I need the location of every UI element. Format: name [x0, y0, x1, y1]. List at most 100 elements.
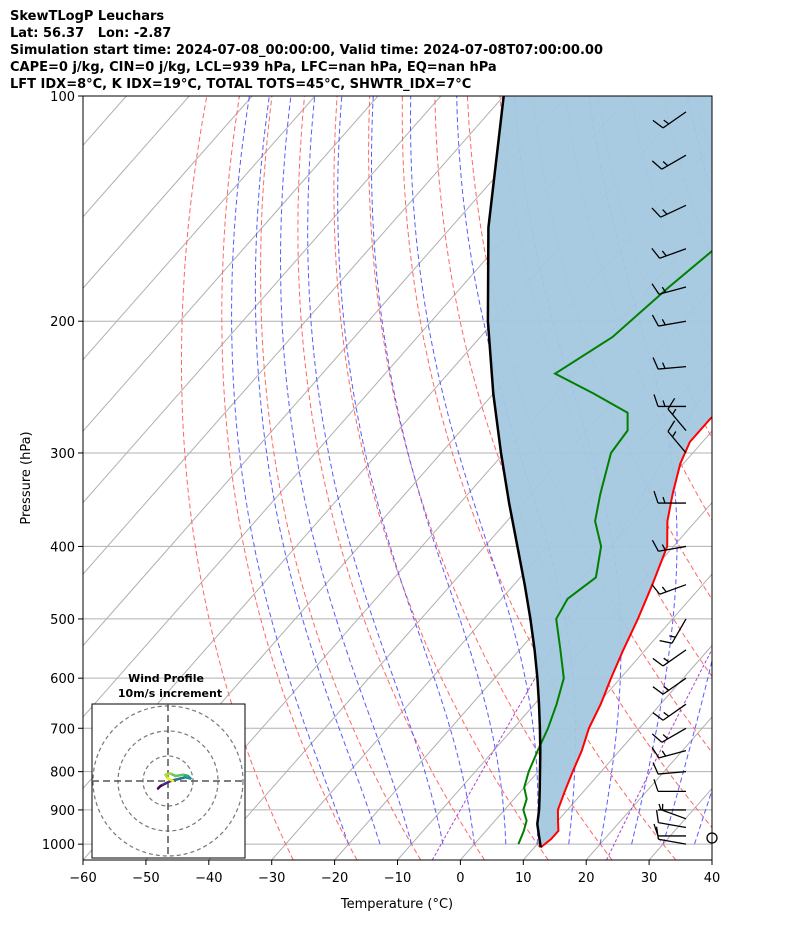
y-tick-label: 900 — [50, 804, 75, 819]
y-tick-label: 800 — [50, 766, 75, 781]
cin-shaded-area — [487, 96, 712, 848]
wind-barb-staff — [667, 408, 687, 431]
wind-barb-flag — [659, 640, 673, 644]
wind-barb-half — [663, 711, 670, 717]
isotherm — [83, 96, 567, 647]
wind-barb-half — [662, 209, 668, 215]
dry-adiabat — [221, 96, 358, 860]
wind-barb-flag — [667, 420, 676, 432]
wind-barb-staff — [667, 431, 687, 454]
wind-barb-staff — [662, 703, 687, 721]
x-tick-label: 10 — [515, 871, 532, 886]
x-tick-label: −50 — [132, 871, 159, 886]
y-axis-label: Pressure (hPa) — [19, 431, 34, 524]
dry-adiabat — [333, 96, 549, 860]
wind-barb-half — [661, 250, 667, 257]
wind-barb — [651, 747, 687, 759]
wind-barb-flag — [653, 490, 659, 504]
wind-barb — [653, 490, 686, 504]
x-tick-label: 40 — [704, 871, 721, 886]
wind-barb-flag — [652, 712, 664, 721]
isotherm — [711, 859, 712, 860]
x-axis: −60 −50 −40 −30 −20 −10 0 10 20 30 40 — [69, 860, 720, 886]
wind-barb-flag — [651, 583, 661, 595]
profiles — [486, 96, 712, 849]
y-tick-label: 600 — [50, 672, 75, 687]
wind-barb-half — [662, 734, 669, 740]
isotherm — [83, 96, 316, 361]
wind-barb — [653, 394, 686, 408]
wind-barb-staff — [658, 838, 687, 845]
wind-barb — [652, 357, 687, 370]
wind-barb — [651, 539, 687, 552]
x-tick-label: −10 — [384, 871, 411, 886]
dry-adiabat — [368, 96, 613, 860]
wind-barb-flag — [652, 762, 659, 775]
y-tick-label: 700 — [50, 722, 75, 737]
wind-barb-flag — [667, 397, 676, 410]
wind-barb — [653, 823, 686, 837]
wind-barb — [651, 154, 687, 170]
wind-barb-half — [662, 496, 666, 504]
wind-barb — [651, 247, 687, 259]
wind-barb-flag — [655, 810, 660, 823]
x-tick-label: −20 — [321, 871, 348, 886]
y-axis: 1000 900 800 700 600 500 400 300 200 100 — [42, 90, 83, 853]
isotherm — [83, 96, 253, 289]
wind-barb-staff — [658, 286, 687, 295]
wind-barbs — [651, 111, 718, 845]
isotherm — [83, 96, 379, 432]
wind-barb — [658, 803, 686, 811]
wind-barb — [659, 618, 687, 644]
dry-adiabat — [260, 96, 422, 860]
wind-barb — [651, 204, 687, 218]
wind-barb-flag — [652, 119, 664, 129]
y-tick-label: 300 — [50, 447, 75, 462]
x-tick-label: −40 — [195, 871, 222, 886]
moist-adiabat — [231, 96, 350, 845]
wind-barb-flag — [651, 247, 661, 259]
wind-barb-flag — [651, 539, 659, 552]
isotherm — [522, 644, 712, 860]
wind-barb-half — [661, 544, 666, 551]
wind-barb-staff — [659, 248, 687, 259]
wind-barb — [651, 283, 687, 295]
wind-barb-staff — [658, 365, 687, 370]
title-stability-indices: LFT IDX=8°C, K IDX=19°C, TOTAL TOTS=45°C… — [10, 77, 472, 92]
moist-adiabat — [254, 96, 381, 845]
wind-barb-flag — [653, 779, 659, 792]
wind-barb-staff — [661, 154, 687, 170]
wind-barb — [652, 649, 687, 667]
wind-barb-half — [661, 750, 667, 757]
title-block: SkewTLogP Leuchars Lat: 56.37 Lon: -2.87… — [10, 8, 603, 93]
wind-barb-flag — [652, 657, 664, 667]
title-cape-indices: CAPE=0 j/kg, CIN=0 j/kg, LCL=939 hPa, LF… — [10, 60, 497, 75]
wind-barb-staff — [662, 677, 687, 695]
wind-barb-staff — [659, 584, 687, 595]
hodograph-subtitle: 10m/s increment — [118, 687, 222, 700]
wind-barb — [651, 314, 687, 327]
wind-barb-half — [663, 657, 670, 663]
x-tick-label: 0 — [456, 871, 464, 886]
wind-barb — [652, 762, 687, 775]
wind-barb-flag — [651, 747, 660, 759]
wind-barb-flag — [653, 823, 659, 837]
x-tick-label: 30 — [641, 871, 658, 886]
wind-barb — [651, 727, 687, 743]
wind-barb-half — [661, 362, 666, 369]
wind-barb-half — [661, 286, 667, 293]
y-tick-label: 500 — [50, 613, 75, 628]
wind-barb-half — [663, 685, 670, 691]
parcel-profile-line — [486, 96, 542, 848]
dry-adiabat — [181, 96, 294, 860]
wind-barb-half — [663, 119, 670, 125]
y-tick-label: 100 — [50, 90, 75, 105]
wind-barb-half — [661, 586, 667, 593]
wind-barb — [667, 397, 687, 431]
wind-barb-staff — [658, 750, 687, 759]
y-tick-label: 200 — [50, 315, 75, 330]
wind-barb — [652, 703, 687, 721]
wind-barb-staff — [658, 770, 687, 775]
wind-barb-staff — [658, 821, 687, 829]
hodograph-trace — [166, 777, 175, 783]
